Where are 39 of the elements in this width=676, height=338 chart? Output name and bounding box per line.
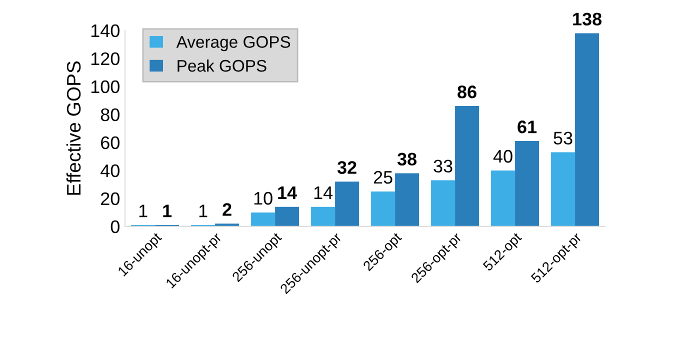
data-label: 14 bbox=[314, 186, 333, 199]
data-label: 25 bbox=[374, 170, 392, 184]
legend-label: Average GOPS bbox=[176, 36, 290, 52]
data-label: 138 bbox=[573, 12, 602, 26]
bar bbox=[251, 212, 276, 226]
data-label: 61 bbox=[518, 120, 537, 134]
y-tick-label: 60 bbox=[101, 136, 120, 150]
data-label: 86 bbox=[458, 86, 476, 98]
data-label: 10 bbox=[254, 192, 272, 205]
data-label: 32 bbox=[337, 161, 356, 174]
data-label: 38 bbox=[397, 152, 417, 166]
bar bbox=[575, 33, 600, 226]
data-label: 53 bbox=[554, 132, 572, 145]
bar bbox=[371, 191, 396, 226]
bar bbox=[551, 152, 576, 226]
data-label: 14 bbox=[278, 186, 297, 199]
bar bbox=[491, 170, 516, 226]
y-tick-label: 20 bbox=[101, 192, 120, 206]
bar bbox=[311, 206, 336, 226]
y-tick-label: 80 bbox=[100, 108, 120, 122]
y-tick-label: 40 bbox=[100, 164, 120, 178]
y-tick-label: 0 bbox=[110, 220, 120, 234]
bar bbox=[515, 141, 540, 226]
y-tick-label: 140 bbox=[91, 24, 120, 38]
data-label: 2 bbox=[222, 203, 232, 216]
y-tick-label: 120 bbox=[91, 52, 120, 66]
legend-label: Peak GOPS bbox=[178, 59, 266, 72]
bar bbox=[455, 106, 480, 226]
data-label: 1 bbox=[199, 204, 208, 218]
y-axis-title: Effective GOPS bbox=[66, 61, 81, 195]
bar bbox=[395, 173, 420, 226]
bar bbox=[431, 180, 456, 226]
y-tick-label: 100 bbox=[91, 80, 120, 94]
data-label: 33 bbox=[434, 160, 452, 173]
data-label: 40 bbox=[493, 150, 512, 163]
data-label: 1 bbox=[163, 204, 172, 218]
bar bbox=[335, 182, 360, 226]
bar bbox=[275, 206, 300, 226]
data-label: 1 bbox=[139, 204, 148, 218]
